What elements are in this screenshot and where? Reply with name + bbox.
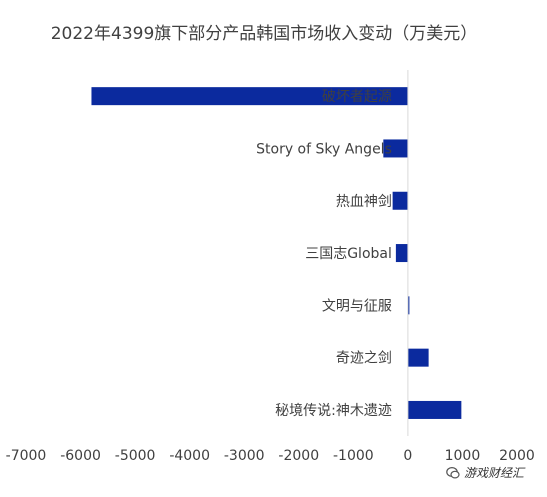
- category-label-6: 秘境传说:神木遗迹: [275, 403, 392, 419]
- bar-2: [392, 191, 408, 210]
- category-label-1: Story of Sky Angels: [256, 141, 392, 157]
- category-label-3: 三国志Global: [305, 246, 392, 262]
- x-tick-label-9: 2000: [499, 448, 535, 464]
- x-tick-label-0: -7000: [6, 448, 47, 464]
- bar-3: [395, 244, 408, 263]
- bar-6: [407, 400, 462, 419]
- bar-4: [407, 296, 410, 315]
- x-tick-label-1: -6000: [60, 448, 101, 464]
- bar-5: [407, 348, 429, 367]
- category-label-4: 文明与征服: [322, 298, 392, 314]
- category-label-5: 奇迹之剑: [336, 350, 392, 367]
- wechat-icon: [446, 466, 460, 479]
- chart-title: 2022年4399旗下部分产品韩国市场收入变动（万美元）: [51, 24, 478, 44]
- x-tick-label-4: -3000: [224, 448, 265, 464]
- category-label-0: 破坏者起源: [322, 89, 392, 105]
- bar-1: [383, 139, 408, 158]
- category-label-2: 热血神剑: [336, 194, 392, 210]
- watermark: 游戏财经汇: [446, 464, 524, 481]
- x-tick-label-8: 1000: [445, 448, 481, 464]
- x-tick-label-6: -1000: [333, 448, 374, 464]
- x-tick-label-5: -2000: [278, 448, 319, 464]
- x-tick-label-7: 0: [403, 448, 412, 464]
- bar-0: [91, 87, 408, 106]
- x-tick-label-2: -5000: [115, 448, 156, 464]
- watermark-text: 游戏财经汇: [464, 466, 525, 480]
- x-tick-label-3: -4000: [169, 448, 210, 464]
